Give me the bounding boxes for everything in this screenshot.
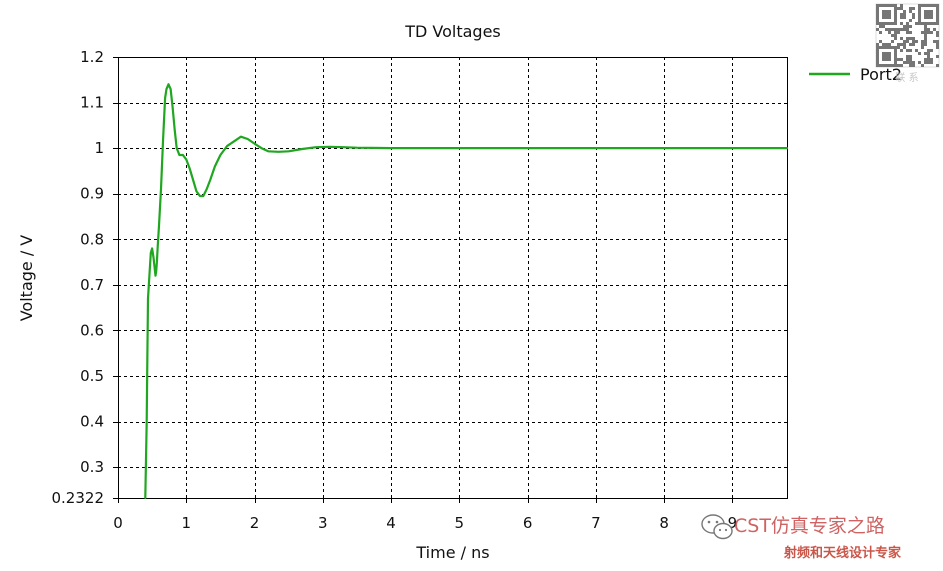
footer-watermark-title: CST仿真专家之路 xyxy=(734,515,885,537)
y-tick-label: 0.5 xyxy=(80,367,104,385)
y-tick-label: 0.9 xyxy=(80,185,104,203)
plot-frame xyxy=(118,57,788,499)
x-tick-label: 0 xyxy=(113,514,123,532)
y-tick-label: 1.1 xyxy=(80,94,104,112)
footer-watermark: CST仿真专家之路 射频和天线设计专家 xyxy=(701,514,902,561)
x-axis-title: Time / ns xyxy=(415,543,489,562)
legend: Port2 xyxy=(809,65,902,84)
x-tick-label: 7 xyxy=(591,514,601,532)
y-tick-label: 1 xyxy=(94,139,104,157)
x-tick-label: 3 xyxy=(318,514,328,532)
chart-title: TD Voltages xyxy=(404,22,501,41)
x-tick-label: 4 xyxy=(386,514,396,532)
x-tick-label: 2 xyxy=(250,514,260,532)
x-tick-label: 6 xyxy=(523,514,533,532)
x-tick-label: 8 xyxy=(659,514,669,532)
y-tick-label: 0.4 xyxy=(80,413,104,431)
footer-watermark-subtitle: 射频和天线设计专家 xyxy=(783,545,902,561)
y-tick-label: 0.8 xyxy=(80,230,104,248)
qr-caption: 联 系 xyxy=(895,72,918,84)
legend-label-port2: Port2 xyxy=(860,65,902,84)
y-tick-label: 0.3 xyxy=(80,458,104,476)
plot-background xyxy=(118,57,787,498)
plot-area: 0 1 2 3 4 5 6 7 8 9 0.2322 0.3 0.4 0.5 0.6 0.7 0.8 0.9 1 1.… xyxy=(52,48,789,532)
x-tick-label: 9 xyxy=(728,514,738,532)
qr-code-watermark: 联 系 xyxy=(875,3,940,84)
y-axis-title: Voltage / V xyxy=(17,235,36,322)
y-tick-label: 0.7 xyxy=(80,276,104,294)
x-tick-label: 5 xyxy=(455,514,465,532)
x-tick-label: 1 xyxy=(181,514,191,532)
y-tick-label: 1.2 xyxy=(80,48,104,66)
qr-code-icon xyxy=(876,4,939,67)
wechat-icon xyxy=(701,514,733,540)
y-tick-label: 0.6 xyxy=(80,321,104,339)
series-line-port2 xyxy=(144,83,789,500)
y-tick-label: 0.2322 xyxy=(52,489,105,507)
